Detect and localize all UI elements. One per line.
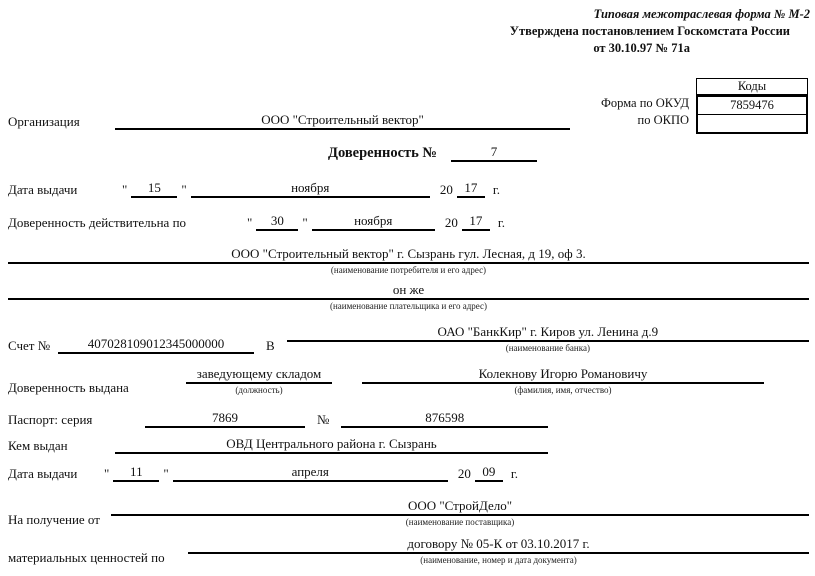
consumer-field: ООО "Строительный вектор" г. Сызрань гул… bbox=[8, 246, 809, 264]
issue-date-label: Дата выдачи bbox=[8, 182, 78, 197]
position-field: заведующему складом bbox=[186, 366, 332, 384]
organization-label: Организация bbox=[8, 114, 80, 129]
passport-number-label: № bbox=[317, 412, 330, 427]
okud-label: Форма по ОКУД bbox=[601, 96, 689, 110]
valid-day-field: 30 bbox=[256, 213, 299, 231]
passport-month-field: апреля bbox=[172, 464, 448, 482]
organization-field: ООО "Строительный вектор" bbox=[115, 112, 570, 130]
valid-year-suffix: г. bbox=[497, 215, 505, 230]
passport-series-field: 7869 bbox=[145, 410, 305, 428]
passport-date-row: Дата выдачи " 11 " апреля 20 09 г. bbox=[8, 464, 518, 482]
codes-title-cell: Коды bbox=[696, 78, 808, 95]
passport-year-field: 09 bbox=[474, 464, 503, 482]
issuer-row: Кем выдан ОВД Центрального района г. Сыз… bbox=[8, 436, 548, 454]
issue-year-field: 17 bbox=[456, 180, 485, 198]
open-quote: " bbox=[104, 466, 110, 481]
passport-day-field: 11 bbox=[113, 464, 160, 482]
form-header: Типовая межотраслевая форма № М-2 Утверж… bbox=[510, 6, 810, 57]
issue-century: 20 bbox=[439, 182, 453, 197]
approved-line: Утверждена постановлением Госкомстата Ро… bbox=[509, 24, 790, 38]
open-quote: " bbox=[122, 182, 128, 197]
issue-date-row: Дата выдачи " 15 " ноября 20 17 г. bbox=[8, 180, 500, 198]
position-caption: (должность) bbox=[235, 385, 283, 395]
person-name-field: Колекнову Игорю Романовичу bbox=[362, 366, 764, 384]
passport-year-suffix: г. bbox=[510, 466, 518, 481]
document-number-field: 7 bbox=[451, 144, 537, 162]
supplier-fieldset: ООО "СтройДело" (наименование поставщика… bbox=[111, 498, 809, 528]
issue-month-field: ноября bbox=[190, 180, 430, 198]
okud-value-cell: 7859476 bbox=[698, 97, 806, 115]
issue-year-suffix: г. bbox=[492, 182, 500, 197]
close-quote: " bbox=[181, 182, 187, 197]
approved-date-line: от 30.10.97 № 71а bbox=[593, 41, 690, 55]
okpo-label: по ОКПО bbox=[637, 113, 689, 127]
bank-caption: (наименование банка) bbox=[505, 343, 590, 353]
account-number-field: 407028109012345000000 bbox=[58, 336, 254, 354]
account-label: Счет № bbox=[8, 338, 51, 353]
passport-number-field: 876598 bbox=[341, 410, 548, 428]
passport-label: Паспорт: серия bbox=[8, 412, 93, 427]
valid-century: 20 bbox=[444, 215, 458, 230]
payer-caption: (наименование плательщика и его адрес) bbox=[329, 301, 488, 311]
organization-row: Организация ООО "Строительный вектор" bbox=[8, 112, 809, 130]
receive-from-label: На получение от bbox=[8, 512, 100, 527]
issued-to-row: Доверенность выдана заведующему складом … bbox=[8, 366, 809, 396]
issue-day-field: 15 bbox=[131, 180, 178, 198]
valid-until-row: Доверенность действительна по " 30 " ноя… bbox=[8, 213, 505, 231]
account-row: Счет № 407028109012345000000 В ОАО "Банк… bbox=[8, 324, 809, 354]
codes-labels: Форма по ОКУД по ОКПО bbox=[601, 95, 696, 129]
close-quote: " bbox=[302, 215, 308, 230]
open-quote: " bbox=[247, 215, 253, 230]
close-quote: " bbox=[163, 466, 169, 481]
payer-field: он же bbox=[8, 282, 809, 300]
valid-until-label: Доверенность действительна по bbox=[8, 215, 187, 230]
codes-values: 7859476 bbox=[696, 95, 808, 134]
valid-year-field: 17 bbox=[461, 213, 490, 231]
codes-section: Форма по ОКУД по ОКПО Коды 7859476 bbox=[601, 78, 808, 134]
payer-fieldset: он же (наименование плательщика и его ад… bbox=[8, 282, 809, 312]
bank-fieldset: ОАО "БанкКир" г. Киров ул. Ленина д.9 (н… bbox=[286, 324, 809, 354]
document-caption: (наименование, номер и дата документа) bbox=[420, 555, 577, 565]
document-field: договору № 05-К от 03.10.2017 г. bbox=[188, 536, 809, 554]
form-type-line: Типовая межотраслевая форма № М-2 bbox=[593, 7, 810, 21]
codes-box: Коды 7859476 bbox=[696, 78, 808, 134]
position-fieldset: заведующему складом (должность) bbox=[186, 366, 332, 396]
payer-row: он же (наименование плательщика и его ад… bbox=[8, 282, 809, 312]
valid-month-field: ноября bbox=[311, 213, 435, 231]
person-name-caption: (фамилия, имя, отчество) bbox=[514, 385, 612, 395]
consumer-caption: (наименование потребителя и его адрес) bbox=[330, 265, 487, 275]
receive-from-row: На получение от ООО "СтройДело" (наимено… bbox=[8, 498, 809, 528]
supplier-field: ООО "СтройДело" bbox=[111, 498, 809, 516]
passport-date-label: Дата выдачи bbox=[8, 466, 78, 481]
bank-field: ОАО "БанкКир" г. Киров ул. Ленина д.9 bbox=[286, 324, 809, 342]
issued-to-label: Доверенность выдана bbox=[8, 380, 129, 395]
document-title: Доверенность № bbox=[327, 145, 437, 161]
document-title-row: Доверенность № 7 bbox=[0, 144, 815, 162]
issuer-label: Кем выдан bbox=[8, 438, 68, 453]
issuer-field: ОВД Центрального района г. Сызрань bbox=[115, 436, 548, 454]
consumer-fieldset: ООО "Строительный вектор" г. Сызрань гул… bbox=[8, 246, 809, 276]
person-fieldset: Колекнову Игорю Романовичу (фамилия, имя… bbox=[362, 366, 764, 396]
passport-century: 20 bbox=[457, 466, 471, 481]
consumer-row: ООО "Строительный вектор" г. Сызрань гул… bbox=[8, 246, 809, 276]
valuables-row: материальных ценностей по договору № 05-… bbox=[8, 536, 809, 566]
supplier-caption: (наименование поставщика) bbox=[405, 517, 515, 527]
passport-row: Паспорт: серия 7869 № 876598 bbox=[8, 410, 548, 428]
valuables-label: материальных ценностей по bbox=[8, 550, 165, 565]
account-preposition: В bbox=[266, 338, 275, 353]
document-fieldset: договору № 05-К от 03.10.2017 г. (наимен… bbox=[188, 536, 809, 566]
